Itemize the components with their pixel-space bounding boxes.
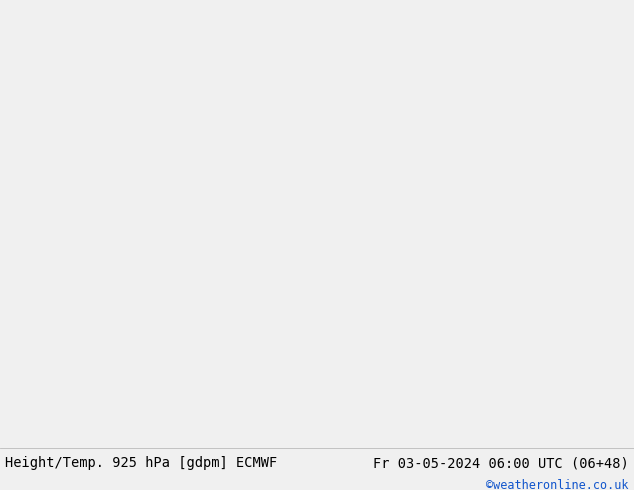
Text: ©weatheronline.co.uk: ©weatheronline.co.uk <box>486 479 629 490</box>
Text: Height/Temp. 925 hPa [gdpm] ECMWF: Height/Temp. 925 hPa [gdpm] ECMWF <box>5 456 277 470</box>
Text: Fr 03-05-2024 06:00 UTC (06+48): Fr 03-05-2024 06:00 UTC (06+48) <box>373 456 629 470</box>
